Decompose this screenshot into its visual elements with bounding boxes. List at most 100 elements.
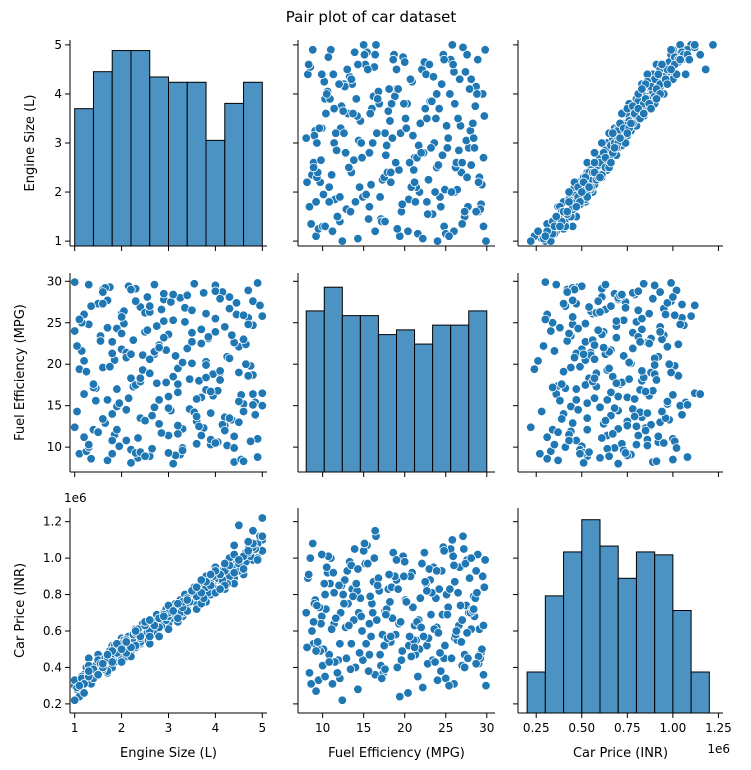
scatter-point [624,357,634,368]
scatter-point [386,631,396,642]
scatter-point [533,356,543,366]
scatter-point [380,216,390,227]
scatter-point [666,64,676,75]
scatter-point [371,40,381,50]
scatter-point [353,684,363,695]
scatter-point [657,59,667,70]
scatter-point [451,626,462,636]
x-tick-label: 4 [212,721,220,735]
scatter-point [79,389,89,399]
scatter-point [187,328,197,338]
scatter-point [349,155,359,165]
scatter-point [549,439,560,450]
scatter-point [546,326,556,336]
panel-fuel-efficiency-vs-engine-size: 10 15 20 25 30 [47,273,268,477]
scatter-point [86,454,96,464]
scatter-point [555,221,565,232]
scatter-point [700,64,711,75]
histogram-bar [341,315,361,473]
y-tick-label: 3 [54,136,62,150]
scatter-point [428,72,439,82]
scatter-point [196,338,207,349]
scatter-point [364,148,375,158]
histogram-bar [617,577,637,714]
scatter-point [303,569,314,580]
scatter-point [320,221,330,232]
scatter-point [441,121,452,131]
scatter-point [363,64,373,75]
scatter-point [631,421,642,432]
scatter-point [608,429,618,439]
scatter-point [156,304,167,315]
scatter-point [340,575,350,585]
scatter-point [163,403,174,413]
scatter-point [567,295,578,306]
scatter-point [608,128,618,138]
scatter-point [342,64,352,75]
scatter-point [444,231,454,241]
x-tick-label: 3 [165,721,173,735]
scatter-point [257,388,268,398]
scatter-point [326,624,337,634]
scatter-point [571,395,582,405]
scatter-point [606,157,616,168]
scatter-point [481,236,491,246]
panel-engine-size-vs-engine-size: 1 2 3 4 5 [54,38,267,251]
scatter-point [386,167,396,178]
scatter-point [215,366,225,376]
scatter-point [416,622,426,633]
scatter-point [432,566,442,576]
scatter-point [409,642,420,653]
scatter-point [126,349,136,359]
histogram-bar [635,551,656,714]
scatter-point [93,427,103,437]
scatter-point [243,285,253,296]
scatter-point [79,688,89,698]
scatter-point [173,598,183,609]
scatter-point [392,224,403,234]
scatter-point [177,445,188,456]
scatter-point [220,322,230,332]
scatter-point [695,389,705,399]
scatter-point [657,406,667,417]
scatter-point [349,47,360,57]
scatter-point [163,448,174,458]
scatter-point [107,449,117,459]
scatter-point [631,439,642,450]
scatter-point [589,393,600,403]
scatter-point [354,648,365,658]
scatter-point [450,577,460,587]
scatter-point [311,686,321,696]
scatter-point [391,64,402,75]
scatter-point [194,421,204,432]
scatter-point [98,414,108,424]
scatter-point [370,526,380,536]
scatter-point [121,637,131,647]
histogram-bar [111,50,132,247]
scatter-point [220,425,230,436]
scatter-point [364,619,375,629]
histogram-bar [672,610,692,714]
scatter-point [567,312,578,322]
scatter-point [116,657,127,667]
scatter-point [542,432,552,442]
scatter-point [349,544,360,554]
scatter-point [470,101,481,111]
scatter-point [649,280,660,291]
scatter-point [682,400,693,410]
scatter-point [403,688,413,698]
scatter-point [529,364,540,374]
scatter-point [121,405,131,415]
scatter-point [356,611,366,622]
scatter-point [69,326,80,336]
scatter-point [413,671,423,682]
scatter-point [418,233,428,244]
scatter-point [609,143,620,153]
scatter-point [229,431,239,442]
scatter-point [72,406,82,417]
histogram-bar [323,286,343,473]
scatter-point [345,206,356,217]
scatter-point [317,549,327,560]
scatter-point [351,94,361,104]
panel-engine-size-vs-car-price [513,40,723,251]
